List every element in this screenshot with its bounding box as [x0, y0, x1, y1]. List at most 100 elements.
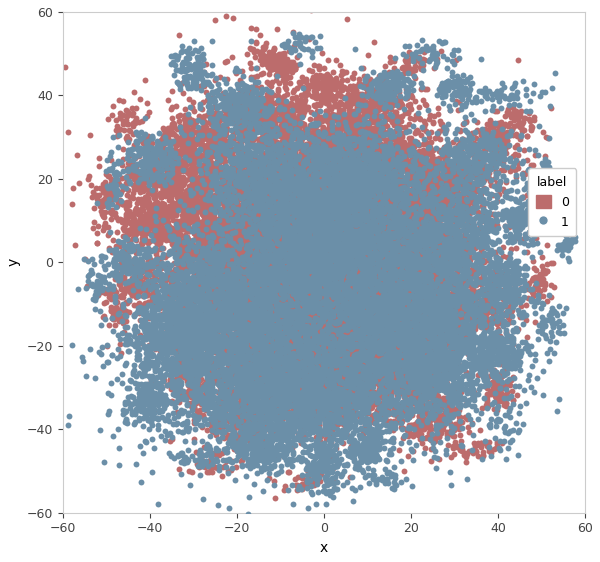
Point: [179, 321, 188, 330]
Point: [468, 323, 478, 332]
Point: [405, 219, 415, 228]
Point: [428, 300, 437, 309]
Point: [456, 383, 466, 392]
Point: [460, 357, 469, 366]
Point: [266, 410, 276, 419]
Point: [340, 235, 349, 244]
Point: [359, 241, 369, 250]
Point: [352, 93, 362, 102]
Point: [377, 279, 387, 288]
Point: [382, 87, 391, 96]
Point: [206, 371, 216, 380]
Point: [408, 342, 418, 351]
Point: [248, 193, 258, 202]
Point: [281, 271, 291, 280]
Point: [172, 237, 182, 246]
Point: [349, 173, 358, 182]
Point: [383, 299, 392, 308]
Point: [378, 277, 388, 285]
Point: [375, 200, 385, 209]
Point: [298, 84, 308, 93]
Point: [127, 286, 136, 295]
Point: [269, 228, 279, 237]
Point: [371, 213, 380, 222]
Point: [223, 266, 232, 275]
Point: [380, 268, 389, 277]
Point: [374, 171, 384, 180]
Point: [438, 123, 448, 132]
Point: [339, 172, 349, 181]
Point: [223, 215, 233, 224]
Point: [303, 229, 313, 238]
Point: [366, 178, 376, 187]
Point: [328, 291, 337, 300]
Point: [485, 388, 495, 397]
Point: [382, 73, 392, 82]
Point: [379, 150, 389, 159]
Point: [434, 153, 443, 162]
Point: [411, 258, 421, 267]
Point: [326, 184, 336, 193]
Point: [430, 197, 439, 206]
Point: [514, 100, 524, 109]
Point: [343, 182, 353, 191]
Point: [424, 390, 434, 399]
Point: [375, 386, 385, 395]
Point: [335, 234, 344, 243]
Point: [316, 298, 326, 307]
Point: [290, 347, 299, 356]
Point: [377, 234, 386, 243]
Point: [400, 325, 410, 334]
Point: [361, 388, 370, 397]
Point: [232, 401, 242, 410]
Point: [430, 352, 439, 361]
Point: [364, 162, 374, 171]
Point: [486, 414, 496, 423]
Point: [268, 330, 278, 339]
Point: [290, 370, 299, 379]
Point: [154, 162, 164, 171]
Point: [257, 279, 266, 288]
Point: [346, 312, 355, 321]
Point: [247, 302, 256, 311]
Point: [410, 189, 419, 198]
Point: [258, 223, 268, 232]
Point: [511, 280, 520, 289]
Point: [269, 277, 279, 286]
Point: [355, 364, 364, 373]
Point: [333, 428, 343, 437]
Point: [258, 346, 268, 355]
Point: [344, 321, 353, 330]
Point: [382, 386, 392, 395]
Point: [172, 265, 181, 274]
Point: [148, 307, 157, 316]
Point: [259, 334, 269, 343]
Point: [184, 53, 194, 62]
Point: [173, 154, 183, 163]
Point: [269, 311, 279, 320]
Point: [273, 225, 283, 234]
Point: [257, 262, 266, 271]
Point: [419, 164, 428, 173]
Point: [408, 305, 418, 314]
Point: [191, 72, 200, 81]
Point: [298, 234, 307, 243]
Point: [209, 299, 218, 308]
Point: [246, 443, 256, 452]
Point: [175, 306, 184, 315]
Point: [208, 115, 217, 124]
Point: [445, 332, 454, 341]
Point: [430, 165, 439, 174]
Point: [348, 165, 358, 174]
Point: [274, 93, 284, 102]
Point: [406, 319, 416, 328]
Point: [367, 362, 376, 371]
Point: [244, 289, 253, 298]
Point: [358, 154, 367, 163]
Point: [186, 293, 196, 302]
Point: [313, 278, 322, 287]
Point: [379, 86, 389, 95]
Point: [230, 323, 240, 332]
Point: [195, 301, 205, 310]
Point: [433, 201, 442, 210]
